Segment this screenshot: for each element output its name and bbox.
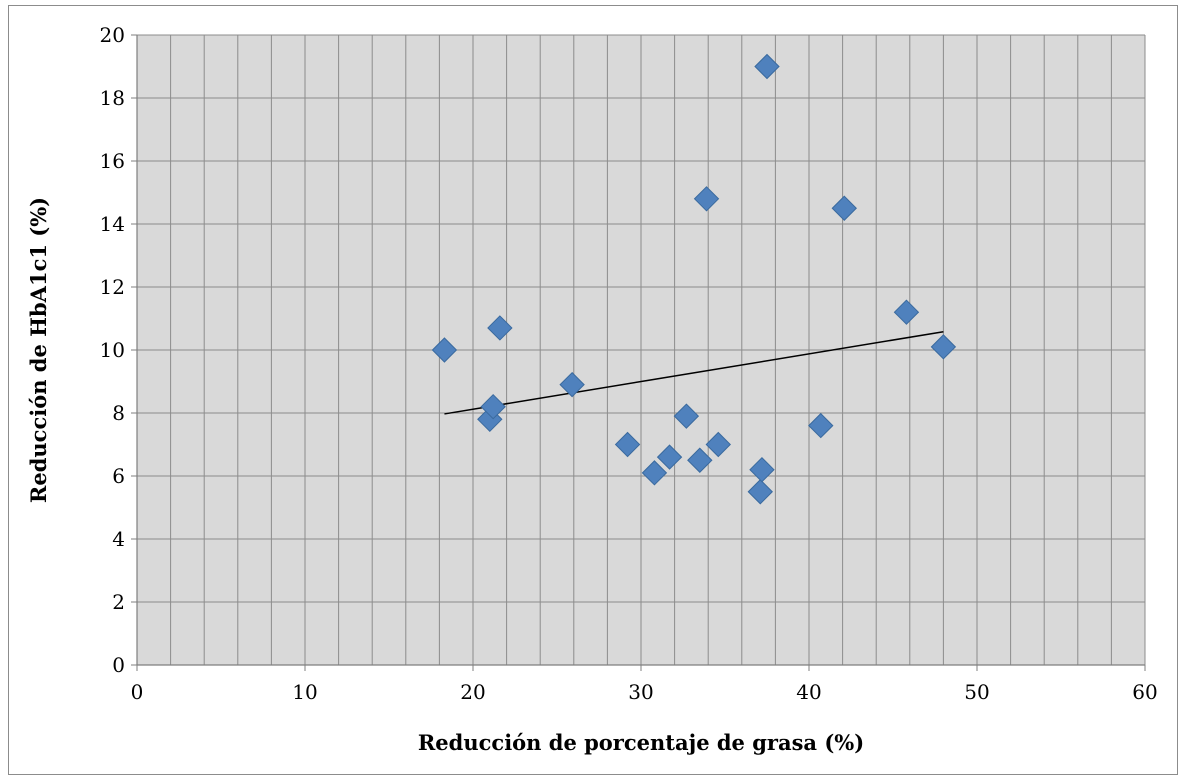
data-points [431,53,957,505]
y-tick-label: 10 [100,338,125,362]
data-point-marker [641,460,668,486]
x-tick-labels: 0 10 20 30 40 50 60 [131,680,1158,704]
data-point-marker [749,456,775,483]
data-point-marker [893,299,920,325]
data-point-marker [431,337,458,363]
data-point-marker [673,403,700,429]
y-tick-label: 14 [100,212,125,236]
y-axis-title: Reducción de HbA1c1 (%) [26,197,51,503]
y-tick-labels: 0 2 4 6 8 10 12 14 16 18 20 [100,23,125,677]
data-point-marker [559,371,585,398]
y-tick-label: 0 [112,653,125,677]
data-point-marker [808,412,834,439]
data-point-marker [930,334,957,360]
data-point-marker [656,444,683,470]
y-tick-label: 20 [100,23,125,47]
x-tick-label: 0 [131,680,144,704]
data-point-marker [480,393,506,420]
y-tick-label: 12 [100,275,125,299]
y-tick-label: 18 [100,86,125,110]
x-tick-label: 50 [964,680,989,704]
x-tick-label: 40 [796,680,821,704]
data-point-marker [487,315,513,341]
x-tick-label: 10 [292,680,317,704]
x-tick-label: 20 [460,680,485,704]
data-point-marker [693,186,720,212]
x-tick-label: 60 [1132,680,1157,704]
trendline [444,330,944,415]
data-point-marker [614,431,641,458]
y-tick-label: 6 [112,464,125,488]
y-tick-label: 8 [112,401,125,425]
y-tick-label: 16 [100,149,125,173]
data-point-marker [687,447,713,473]
x-axis-title: Reducción de porcentaje de grasa (%) [418,730,864,755]
y-tick-label: 2 [112,590,125,614]
y-tick-label: 4 [112,527,125,551]
axes [131,34,1146,671]
x-tick-label: 30 [628,680,653,704]
data-point-marker [747,479,773,505]
data-point-marker [705,431,731,458]
data-point-marker [831,195,857,221]
data-point-marker [754,53,780,80]
